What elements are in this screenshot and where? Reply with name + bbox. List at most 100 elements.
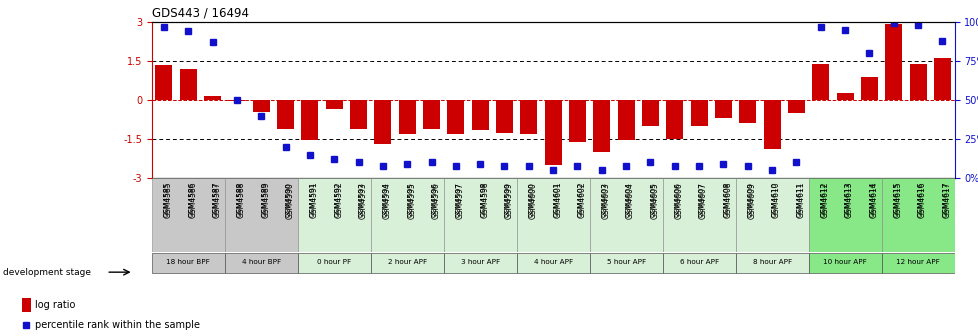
Bar bbox=[662, 253, 734, 273]
Bar bbox=[326, 100, 342, 109]
Text: GSM4587: GSM4587 bbox=[212, 182, 221, 218]
Text: GSM4617: GSM4617 bbox=[942, 182, 951, 218]
Text: 4 hour BPF: 4 hour BPF bbox=[242, 259, 281, 265]
Bar bbox=[496, 100, 512, 132]
Text: 2 hour APF: 2 hour APF bbox=[387, 259, 426, 265]
Text: GDS443 / 16494: GDS443 / 16494 bbox=[152, 6, 248, 19]
Bar bbox=[884, 25, 902, 100]
Bar bbox=[642, 100, 658, 126]
Text: GSM4616: GSM4616 bbox=[917, 182, 926, 218]
Text: GSM4593: GSM4593 bbox=[358, 182, 364, 217]
Bar bbox=[589, 253, 662, 273]
Bar bbox=[589, 178, 662, 252]
Bar bbox=[252, 100, 270, 112]
Text: GSM4608: GSM4608 bbox=[723, 182, 729, 217]
Bar bbox=[617, 100, 634, 140]
Text: percentile rank within the sample: percentile rank within the sample bbox=[35, 320, 200, 330]
Bar bbox=[297, 178, 371, 252]
Bar bbox=[516, 253, 589, 273]
Text: GSM4592: GSM4592 bbox=[333, 182, 339, 217]
Text: GSM4588: GSM4588 bbox=[237, 182, 245, 218]
Text: GSM4586: GSM4586 bbox=[188, 182, 197, 218]
Text: GSM4585: GSM4585 bbox=[163, 182, 173, 218]
Text: GSM4607: GSM4607 bbox=[698, 182, 707, 218]
Bar bbox=[519, 100, 537, 134]
Bar bbox=[398, 100, 416, 134]
Text: GSM4590: GSM4590 bbox=[286, 182, 294, 218]
Text: GSM4591: GSM4591 bbox=[310, 182, 316, 217]
Bar bbox=[689, 100, 707, 126]
Text: GSM4614: GSM4614 bbox=[868, 182, 874, 217]
Bar bbox=[180, 69, 197, 100]
Bar bbox=[422, 100, 439, 129]
Text: GSM4585: GSM4585 bbox=[163, 182, 170, 217]
Text: GSM4589: GSM4589 bbox=[261, 182, 267, 217]
Bar bbox=[738, 100, 755, 123]
Text: GSM4599: GSM4599 bbox=[504, 182, 512, 218]
Text: 10 hour APF: 10 hour APF bbox=[822, 259, 867, 265]
Text: GSM4593: GSM4593 bbox=[358, 182, 367, 218]
Text: GSM4595: GSM4595 bbox=[407, 182, 413, 217]
Text: GSM4610: GSM4610 bbox=[772, 182, 778, 217]
Bar bbox=[880, 178, 954, 252]
Text: GSM4605: GSM4605 bbox=[649, 182, 659, 218]
Bar bbox=[835, 93, 853, 100]
Text: GSM4590: GSM4590 bbox=[286, 182, 291, 217]
Bar bbox=[808, 178, 880, 252]
Bar bbox=[734, 253, 808, 273]
Bar bbox=[666, 100, 683, 139]
Bar bbox=[277, 100, 293, 129]
Text: GSM4616: GSM4616 bbox=[917, 182, 923, 217]
Bar bbox=[225, 253, 297, 273]
Text: GSM4601: GSM4601 bbox=[553, 182, 561, 218]
Bar bbox=[909, 64, 925, 100]
Text: 4 hour APF: 4 hour APF bbox=[533, 259, 572, 265]
Text: GSM4595: GSM4595 bbox=[407, 182, 416, 218]
Bar bbox=[374, 100, 391, 144]
Text: GSM4610: GSM4610 bbox=[772, 182, 780, 218]
Bar bbox=[203, 96, 221, 100]
Text: GSM4599: GSM4599 bbox=[504, 182, 510, 217]
Text: GSM4611: GSM4611 bbox=[795, 182, 805, 218]
Text: GSM4591: GSM4591 bbox=[310, 182, 319, 218]
Text: GSM4604: GSM4604 bbox=[626, 182, 632, 217]
Bar bbox=[714, 100, 732, 118]
Bar bbox=[593, 100, 609, 152]
Text: GSM4615: GSM4615 bbox=[893, 182, 899, 217]
Text: GSM4612: GSM4612 bbox=[820, 182, 825, 217]
Text: 6 hour APF: 6 hour APF bbox=[679, 259, 718, 265]
Bar bbox=[443, 178, 516, 252]
Text: GSM4609: GSM4609 bbox=[747, 182, 756, 218]
Text: GSM4602: GSM4602 bbox=[577, 182, 586, 218]
Text: GSM4613: GSM4613 bbox=[844, 182, 850, 217]
Text: GSM4615: GSM4615 bbox=[893, 182, 902, 218]
Text: GSM4594: GSM4594 bbox=[382, 182, 391, 218]
Text: GSM4600: GSM4600 bbox=[528, 182, 534, 217]
Text: GSM4597: GSM4597 bbox=[456, 182, 462, 217]
Text: GSM4611: GSM4611 bbox=[795, 182, 802, 217]
Bar bbox=[228, 100, 245, 101]
Text: GSM4612: GSM4612 bbox=[820, 182, 829, 218]
Bar bbox=[471, 100, 488, 130]
Text: 12 hour APF: 12 hour APF bbox=[895, 259, 939, 265]
Text: GSM4596: GSM4596 bbox=[431, 182, 437, 217]
Text: 3 hour APF: 3 hour APF bbox=[460, 259, 499, 265]
Text: GSM4597: GSM4597 bbox=[456, 182, 465, 218]
Bar bbox=[443, 253, 516, 273]
Text: development stage: development stage bbox=[3, 268, 91, 277]
Bar bbox=[516, 178, 589, 252]
Bar bbox=[350, 100, 367, 129]
Bar bbox=[763, 100, 779, 150]
Text: 18 hour BPF: 18 hour BPF bbox=[166, 259, 210, 265]
Bar bbox=[371, 178, 443, 252]
Bar bbox=[371, 253, 443, 273]
Bar bbox=[152, 178, 225, 252]
Text: 8 hour APF: 8 hour APF bbox=[752, 259, 791, 265]
Bar bbox=[933, 58, 950, 100]
Bar bbox=[808, 253, 880, 273]
Bar bbox=[22, 298, 31, 312]
Bar bbox=[880, 253, 954, 273]
Text: GSM4613: GSM4613 bbox=[844, 182, 853, 218]
Bar bbox=[301, 100, 318, 140]
Bar bbox=[812, 64, 828, 100]
